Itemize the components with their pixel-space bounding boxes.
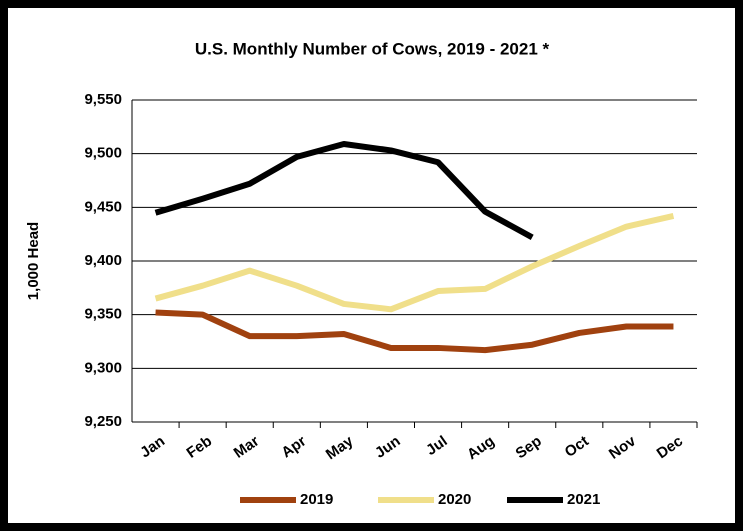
- chart-title: U.S. Monthly Number of Cows, 2019 - 2021…: [195, 39, 550, 58]
- y-tick-label: 9,300: [84, 359, 122, 376]
- legend-label: 2019: [300, 491, 333, 508]
- y-tick-label: 9,450: [84, 198, 122, 215]
- y-axis-label: 1,000 Head: [25, 222, 42, 300]
- y-tick-label: 9,550: [84, 91, 122, 108]
- series-line: [155, 309, 674, 354]
- series-line: [154, 212, 675, 313]
- y-tick-label: 9,350: [84, 306, 122, 323]
- y-tick-label: 9,500: [84, 145, 122, 162]
- y-tick-label: 9,250: [84, 413, 122, 430]
- legend-label: 2021: [567, 491, 600, 508]
- series-line: [154, 141, 534, 241]
- y-tick-label: 9,400: [84, 252, 122, 269]
- legend-label: 2020: [438, 491, 471, 508]
